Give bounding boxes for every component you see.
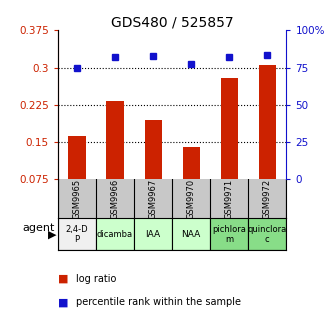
Text: log ratio: log ratio [76,274,117,284]
Text: GSM9970: GSM9970 [187,179,196,219]
Bar [58,218,96,250]
Bar [172,218,210,250]
Text: dicamba: dicamba [97,230,133,239]
Bar [145,120,162,179]
Text: ■: ■ [58,274,69,284]
Text: 2,4-D
P: 2,4-D P [66,225,88,244]
Bar [183,146,200,179]
Bar [107,101,123,179]
Text: IAA: IAA [146,230,161,239]
Bar [96,218,134,250]
Text: ■: ■ [58,297,69,307]
Bar [134,218,172,250]
Title: GDS480 / 525857: GDS480 / 525857 [111,15,233,29]
Bar [259,65,276,179]
Text: agent: agent [22,223,55,233]
Text: GSM9972: GSM9972 [263,179,272,219]
Text: GSM9966: GSM9966 [111,179,119,219]
Bar [210,218,248,250]
Text: GSM9965: GSM9965 [72,179,81,219]
Text: quinclora
c: quinclora c [248,225,287,244]
Bar [69,136,85,179]
Text: NAA: NAA [181,230,201,239]
Bar [248,218,286,250]
Text: percentile rank within the sample: percentile rank within the sample [76,297,241,307]
Text: GSM9967: GSM9967 [149,179,158,219]
Text: pichlora
m: pichlora m [212,225,246,244]
Text: GSM9971: GSM9971 [225,179,234,219]
Text: ▶: ▶ [48,229,56,239]
Bar [221,78,238,179]
